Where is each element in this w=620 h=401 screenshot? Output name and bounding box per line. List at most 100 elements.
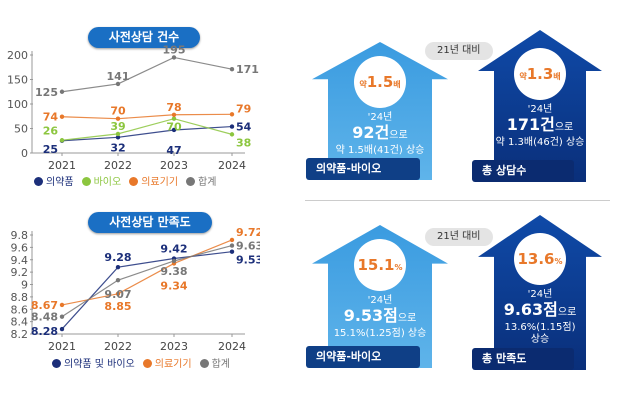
bottom-right-arrow-card: 13.6% '24년 9.63점으로 13.6%(1.15점) 상승 총 만족도 <box>472 215 602 370</box>
data-label: 54 <box>236 121 252 134</box>
bottom-left-arrow-card: 15.1% '24년 9.53점으로 15.1%(1.25점) 상승 의약품-바… <box>306 225 448 368</box>
data-label: 8.48 <box>31 311 58 324</box>
data-point <box>229 67 235 72</box>
legend-item: 합계 <box>199 355 230 370</box>
x-tick-label: 2021 <box>48 340 76 353</box>
data-label: 78 <box>166 101 181 114</box>
series-line <box>61 113 233 120</box>
legend-marker <box>129 177 139 186</box>
data-point <box>59 302 65 308</box>
data-point <box>59 114 65 119</box>
up-arrow-shape <box>312 42 448 180</box>
data-label: 9.53 <box>236 254 260 267</box>
chart1-legend: 의약품 바이오 의료기기 합계 <box>34 173 216 188</box>
data-label: 39 <box>110 120 125 133</box>
legend-label: 합계 <box>198 177 217 188</box>
data-point <box>229 243 235 248</box>
data-point <box>115 116 121 121</box>
data-label: 9.72 <box>236 226 260 239</box>
y-tick-label: 8.8 <box>11 291 29 304</box>
legend-marker <box>199 359 209 368</box>
data-label: 9.07 <box>104 288 131 301</box>
x-tick-label: 2024 <box>218 340 246 353</box>
data-label: 70 <box>166 121 182 134</box>
increase-circle: 약1.3배 <box>514 48 566 100</box>
data-label: 47 <box>166 144 181 157</box>
y-tick-label: 8.6 <box>11 303 29 316</box>
x-tick-label: 2022 <box>104 340 132 353</box>
top-compare-badge: 21년 대비 <box>425 42 493 60</box>
legend-label: 의약품 <box>46 177 74 188</box>
series-line <box>61 239 233 306</box>
series-line <box>61 244 233 318</box>
data-label: 38 <box>236 136 251 149</box>
data-point <box>59 89 65 94</box>
data-point <box>59 326 65 332</box>
y-tick-label: 9.2 <box>11 266 29 279</box>
legend-item: 바이오 <box>81 173 122 188</box>
data-label: 9.63 <box>236 240 260 253</box>
data-point <box>59 314 65 319</box>
data-point <box>171 258 177 264</box>
up-arrow-shape <box>478 30 602 182</box>
legend-marker <box>81 177 91 186</box>
increase-circle: 약1.5배 <box>354 56 406 108</box>
data-point <box>171 55 177 60</box>
x-tick-label: 2024 <box>218 159 246 170</box>
category-label: 총 만족도 <box>472 348 574 370</box>
data-point <box>229 132 235 137</box>
data-label: 141 <box>107 70 130 83</box>
legend-marker <box>186 177 196 186</box>
legend-item: 의약품 <box>34 173 74 188</box>
data-point <box>229 124 235 129</box>
top-right-arrow-card: 약1.3배 '24년 171건으로 약 1.3배(46건) 상승 총 상담수 <box>472 30 602 182</box>
legend-label: 바이오 <box>93 177 122 188</box>
data-label: 8.85 <box>104 300 131 313</box>
chart-satisfaction: 8.28.48.68.899.29.49.69.8 2021 2022 2023 202… <box>11 226 261 353</box>
category-label: 의약품-바이오 <box>306 346 420 368</box>
data-point <box>115 135 121 140</box>
data-point <box>171 112 177 117</box>
data-point <box>171 127 177 133</box>
data-label: 74 <box>43 111 59 124</box>
category-label: 총 상담수 <box>472 160 574 182</box>
data-label: 9.28 <box>104 251 131 264</box>
legend-item: 의약품 및 바이오 <box>52 355 135 370</box>
y-tick-label: 50 <box>14 123 28 136</box>
y-tick-label: 8.4 <box>11 316 29 329</box>
top-left-arrow-card: 약1.5배 '24년 92건으로 약 1.5배(41건) 상승 의약품-바이오 <box>306 42 448 180</box>
chart-consult-count: 0 50 100 150 200 2021 2022 2023 2024 25 32 47 54 26 39… <box>7 43 259 170</box>
data-point <box>115 277 121 283</box>
legend-label: 합계 <box>211 359 230 370</box>
x-tick-label: 2022 <box>104 159 132 170</box>
data-label: 8.67 <box>31 299 58 312</box>
y-tick-label: 200 <box>7 49 28 62</box>
data-label: 70 <box>110 105 126 118</box>
x-tick-label: 2023 <box>160 340 188 353</box>
data-point <box>115 81 121 87</box>
chart1-title: 사전상담 건수 <box>88 27 200 48</box>
data-point <box>229 237 235 243</box>
increase-circle: 13.6% <box>514 233 566 285</box>
data-label: 25 <box>43 143 58 156</box>
x-tick-label: 2021 <box>48 159 76 170</box>
y-tick-label: 100 <box>7 98 28 111</box>
data-label: 26 <box>43 124 59 137</box>
data-point <box>229 249 235 254</box>
data-label: 171 <box>236 63 259 76</box>
data-label: 9.34 <box>160 279 187 292</box>
x-tick-label: 2023 <box>160 159 188 170</box>
summary-text: '24년 9.63점으로 13.6%(1.15점) 상승 <box>503 289 577 345</box>
data-label: 125 <box>35 86 58 99</box>
legend-item: 합계 <box>186 173 216 188</box>
data-point <box>229 112 235 117</box>
series-line <box>61 251 233 330</box>
summary-text: '24년 171건으로 약 1.3배(46건) 상승 <box>495 104 585 148</box>
data-label: 9.42 <box>160 243 187 256</box>
up-arrow-shape <box>478 215 602 370</box>
legend-label: 의약품 및 바이오 <box>64 359 135 370</box>
y-tick-label: 9.8 <box>11 229 29 242</box>
data-label: 32 <box>110 141 125 154</box>
up-arrow-shape <box>312 225 448 368</box>
chart2-legend: 의약품 및 바이오 의료기기 합계 <box>52 355 230 370</box>
